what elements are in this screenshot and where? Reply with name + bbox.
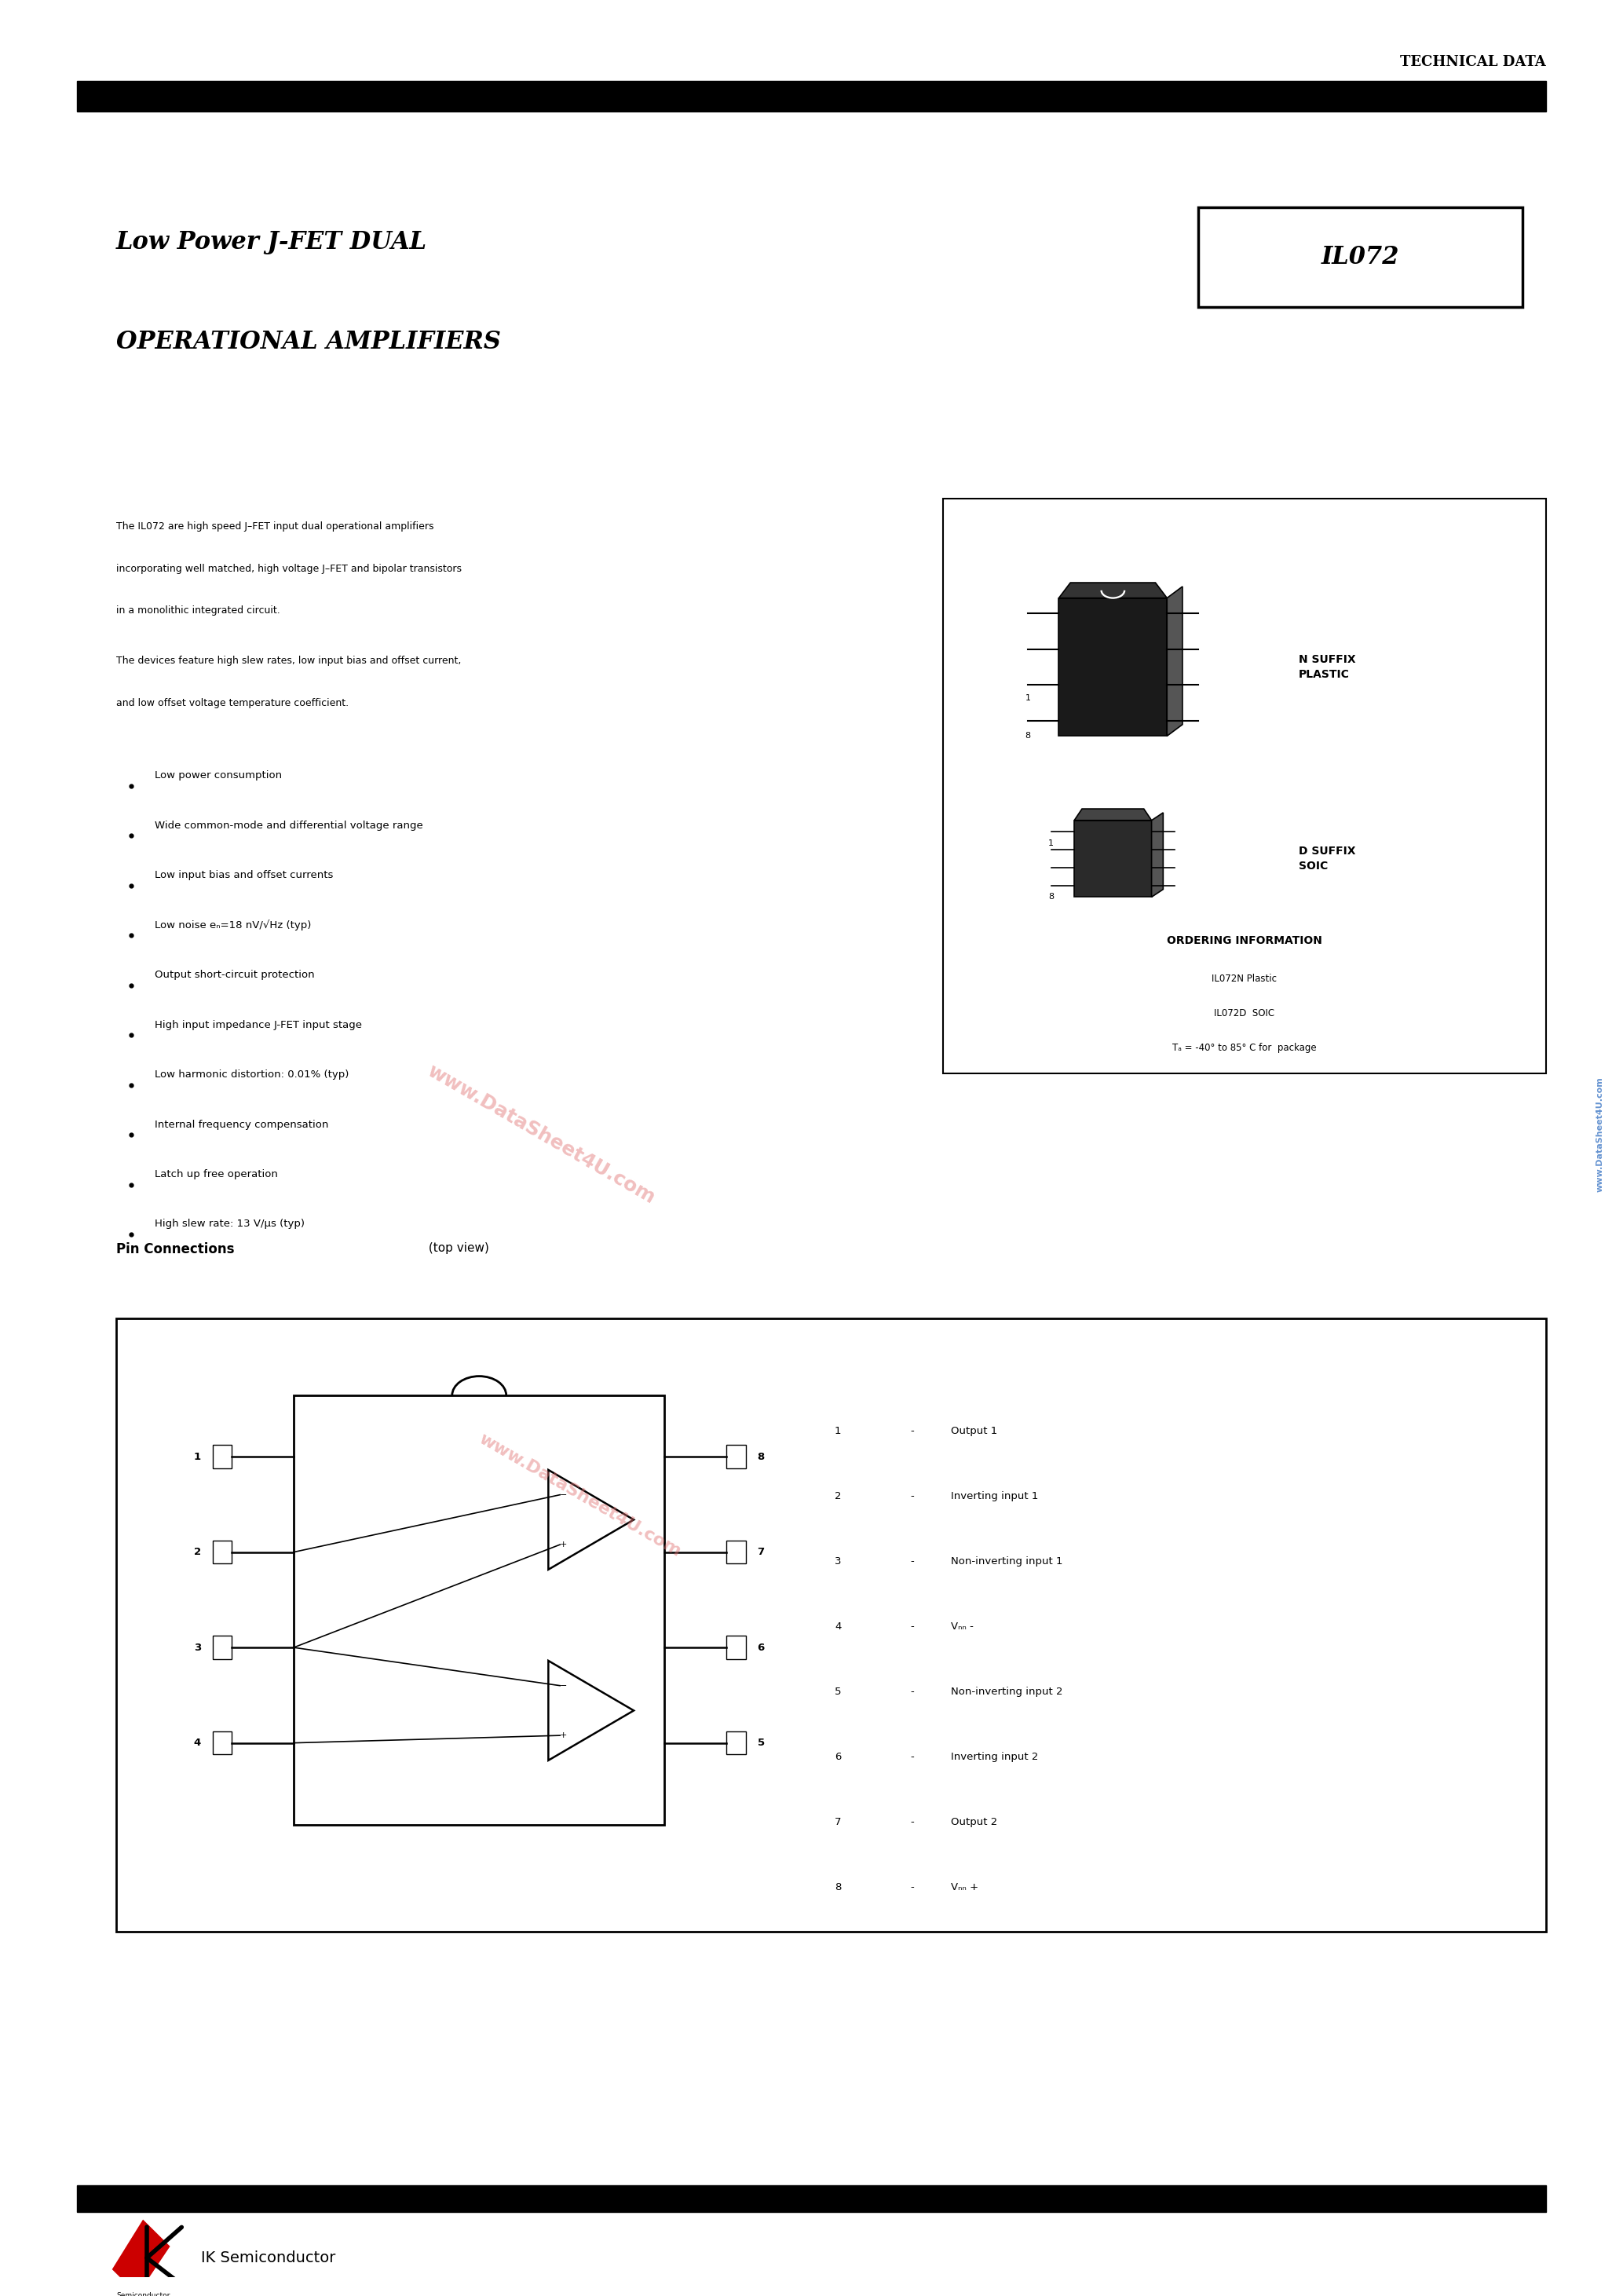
Text: -: - [911,1688,914,1697]
Text: 1: 1 [1026,693,1031,703]
Text: -: - [911,1816,914,1828]
Text: 3: 3 [193,1642,201,1653]
Text: D SUFFIX
SOIC: D SUFFIX SOIC [1298,845,1355,872]
Text: IL072: IL072 [1321,246,1399,269]
Polygon shape [1167,585,1183,737]
Polygon shape [549,1469,633,1570]
Polygon shape [1152,813,1164,898]
Text: -: - [911,1557,914,1566]
Polygon shape [112,2220,170,2280]
Text: TECHNICAL DATA: TECHNICAL DATA [1401,55,1545,69]
Text: N SUFFIX
PLASTIC: N SUFFIX PLASTIC [1298,654,1355,680]
Text: Semiconductor: Semiconductor [117,2291,170,2296]
Text: 1: 1 [834,1426,841,1437]
Text: +: + [560,1541,568,1548]
Polygon shape [1074,808,1152,820]
Text: Pin Connections: Pin Connections [115,1242,234,1256]
Text: Inverting input 2: Inverting input 2 [951,1752,1039,1761]
Text: 4: 4 [834,1621,841,1632]
Text: 1: 1 [193,1451,201,1463]
Text: 2: 2 [834,1490,841,1502]
Text: 8: 8 [1026,732,1031,739]
Text: Tₐ = -40° to 85° C for  package: Tₐ = -40° to 85° C for package [1172,1042,1316,1054]
Text: Vₙₙ +: Vₙₙ + [951,1883,979,1892]
Text: -: - [911,1426,914,1437]
Text: and low offset voltage temperature coefficient.: and low offset voltage temperature coeff… [115,698,349,707]
Text: IL072N Plastic: IL072N Plastic [1212,974,1277,985]
Text: 6: 6 [758,1642,764,1653]
Text: Internal frequency compensation: Internal frequency compensation [154,1120,328,1130]
Text: 4: 4 [193,1738,201,1747]
Bar [1074,820,1152,898]
Text: Inverting input 1: Inverting input 1 [951,1490,1039,1502]
Text: Low noise eₙ=18 nV/√Hz (typ): Low noise eₙ=18 nV/√Hz (typ) [154,921,312,930]
Bar [727,1637,747,1660]
Text: Output 1: Output 1 [951,1426,997,1437]
Bar [78,2186,1545,2211]
Text: Low power consumption: Low power consumption [154,771,282,781]
Text: IL072D  SOIC: IL072D SOIC [1214,1008,1274,1019]
Bar [115,1318,1545,1931]
Text: High input impedance J-FET input stage: High input impedance J-FET input stage [154,1019,362,1031]
Text: Low input bias and offset currents: Low input bias and offset currents [154,870,333,879]
Text: The devices feature high slew rates, low input bias and offset current,: The devices feature high slew rates, low… [115,654,461,666]
Text: Wide common-mode and differential voltage range: Wide common-mode and differential voltag… [154,820,424,831]
Text: 7: 7 [834,1816,841,1828]
Text: www.DataSheet4U.com: www.DataSheet4U.com [476,1430,683,1559]
Bar [294,1396,665,1825]
Text: 5: 5 [758,1738,764,1747]
Text: www.DataSheet4U.com: www.DataSheet4U.com [424,1061,659,1208]
Text: OPERATIONAL AMPLIFIERS: OPERATIONAL AMPLIFIERS [115,331,500,354]
Text: High slew rate: 13 V/μs (typ): High slew rate: 13 V/μs (typ) [154,1219,305,1228]
Text: 8: 8 [834,1883,841,1892]
Text: +: + [560,1731,568,1740]
Text: 8: 8 [1048,893,1053,900]
Text: Latch up free operation: Latch up free operation [154,1169,278,1180]
Text: 5: 5 [834,1688,841,1697]
Bar [727,1444,747,1467]
Text: -: - [911,1490,914,1502]
Text: -: - [911,1883,914,1892]
Text: Vₙₙ -: Vₙₙ - [951,1621,974,1632]
Bar [78,80,1545,110]
Text: 2: 2 [193,1548,201,1557]
Text: 6: 6 [834,1752,841,1761]
Bar [213,1637,232,1660]
Text: 7: 7 [758,1548,764,1557]
Text: incorporating well matched, high voltage J–FET and bipolar transistors: incorporating well matched, high voltage… [115,563,461,574]
Bar [1058,597,1167,737]
Text: −: − [560,1490,568,1499]
Text: in a monolithic integrated circuit.: in a monolithic integrated circuit. [115,606,279,615]
Text: ORDERING INFORMATION: ORDERING INFORMATION [1167,934,1323,946]
Bar [727,1731,747,1754]
Polygon shape [1058,583,1167,597]
Bar [727,1541,747,1564]
Text: Low harmonic distortion: 0.01% (typ): Low harmonic distortion: 0.01% (typ) [154,1070,349,1079]
Bar [943,498,1545,1072]
Bar [213,1731,232,1754]
Text: -: - [911,1752,914,1761]
Bar [1198,207,1522,308]
Polygon shape [549,1660,633,1761]
Text: Non-inverting input 1: Non-inverting input 1 [951,1557,1063,1566]
Text: 8: 8 [758,1451,764,1463]
Text: Output 2: Output 2 [951,1816,997,1828]
Bar [213,1444,232,1467]
Text: 1: 1 [1048,840,1053,847]
Text: www.DataSheet4U.com: www.DataSheet4U.com [1595,1077,1604,1192]
Bar [213,1541,232,1564]
Text: -: - [911,1621,914,1632]
Text: Low Power J-FET DUAL: Low Power J-FET DUAL [115,230,427,255]
Text: (top view): (top view) [425,1242,490,1254]
Text: The IL072 are high speed J–FET input dual operational amplifiers: The IL072 are high speed J–FET input dua… [115,521,433,533]
Text: IK Semiconductor: IK Semiconductor [201,2250,336,2266]
Text: Output short-circuit protection: Output short-circuit protection [154,969,315,980]
Text: Non-inverting input 2: Non-inverting input 2 [951,1688,1063,1697]
Text: 3: 3 [834,1557,841,1566]
Text: −: − [560,1681,568,1690]
